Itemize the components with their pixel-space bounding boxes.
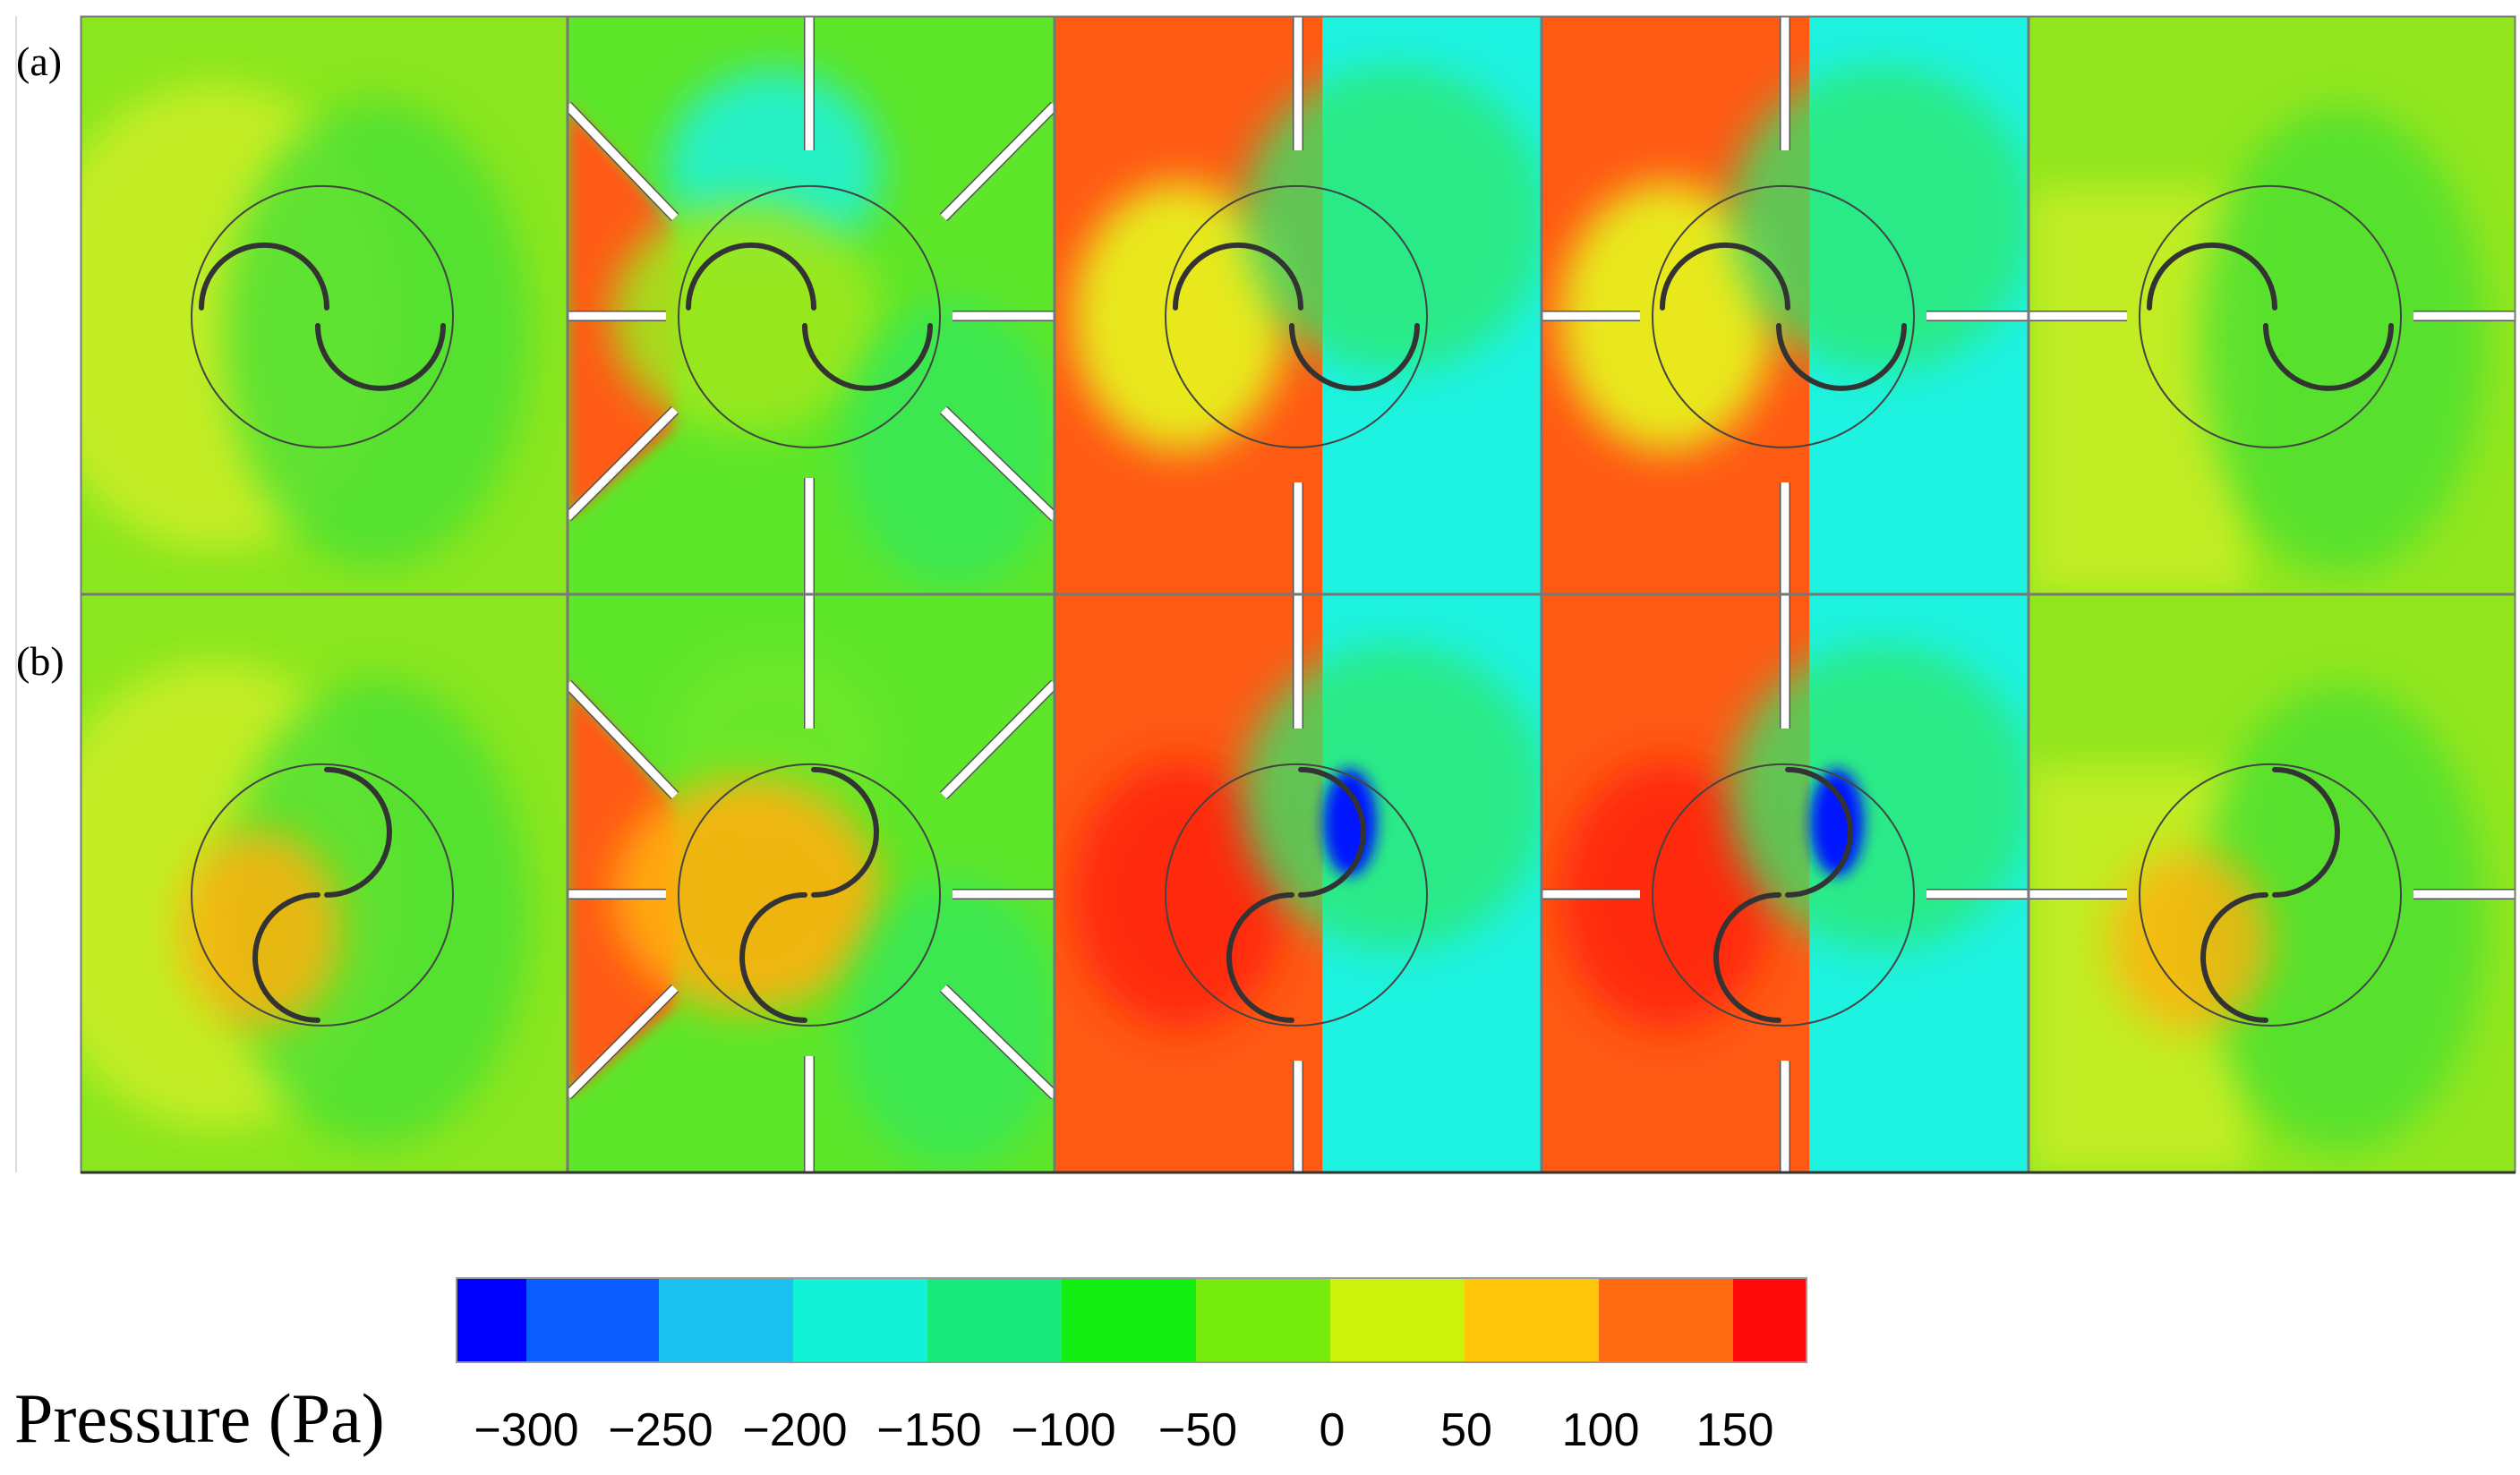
deflector-top-right (940, 102, 1055, 221)
stagnation-zone (1072, 182, 1287, 451)
rotor-blade-1 (2147, 242, 2277, 311)
colorbar-swatch (1330, 1278, 1465, 1362)
deflector-bottom-right (940, 406, 1055, 521)
deflector-top-left (568, 680, 679, 799)
stagnation-zone (1559, 182, 1774, 451)
rotor-blade-2 (802, 322, 933, 391)
panel-grid (80, 15, 2516, 1173)
rotor-domain-circle (678, 184, 941, 448)
panel-row1-col0 (81, 594, 568, 1172)
colorbar-swatch (457, 1278, 526, 1362)
colorbar-swatch (659, 1278, 793, 1362)
stagnation-zone (1072, 760, 1287, 1029)
legend-tick-label: −50 (1157, 1404, 1238, 1456)
rotor-blade-2 (1226, 891, 1294, 1023)
rotor-domain-circle (678, 763, 941, 1027)
rotor-blade-2 (1713, 891, 1781, 1023)
rotor-domain-circle (1652, 763, 1915, 1027)
legend-title: Pressure (Pa) (14, 1379, 385, 1457)
rotor-blade-1 (199, 242, 329, 311)
colorbar-swatch (1599, 1278, 1733, 1362)
colorbar-swatch (1465, 1278, 1599, 1362)
rotor-blade-2 (252, 891, 320, 1023)
rotor-domain-circle (2139, 763, 2402, 1027)
legend-tick-label: −200 (742, 1404, 848, 1456)
panel-row0-col3 (1542, 16, 2029, 594)
mid-pressure-zone (612, 778, 881, 1011)
rotor-domain-circle (1165, 184, 1428, 448)
panel-row0-col0 (81, 16, 568, 594)
stagnation-zone (1559, 760, 1774, 1029)
rotor-domain-circle (191, 763, 454, 1027)
colorbar-frame (456, 1277, 1807, 1363)
rotor-blade-1 (324, 766, 392, 898)
legend-tick-label: −100 (1011, 1404, 1116, 1456)
mid-zone (1243, 644, 1542, 950)
panel-row1-col1 (568, 594, 1055, 1172)
rotor-blade-1 (1298, 766, 1366, 898)
panel-row1-col2 (1055, 594, 1542, 1172)
low-pressure-zone (2199, 107, 2485, 573)
low-pressure-zone (2199, 685, 2485, 1151)
rotor-blade-2 (2200, 891, 2268, 1023)
rotor-blade-2 (1776, 322, 1907, 391)
deflector-bottom-left (568, 406, 679, 521)
rotor-blade-2 (739, 891, 807, 1023)
legend-tick-label: 0 (1319, 1404, 1345, 1456)
rotor-domain-circle (1652, 184, 1915, 448)
rotor-blade-1 (811, 766, 879, 898)
mid-zone (1730, 66, 2029, 371)
deflector-top-right (940, 680, 1055, 799)
panel-row1-col3 (1542, 594, 2029, 1172)
rotor-blade-1 (1660, 242, 1790, 311)
mid-pressure-zone (612, 200, 881, 433)
rotor-blade-1 (1785, 766, 1853, 898)
colorbar-swatch (1733, 1278, 1807, 1362)
legend-tick-label: −150 (876, 1404, 982, 1456)
deflector-bottom-left (568, 985, 679, 1099)
rotor-domain-circle (1165, 763, 1428, 1027)
legend-tick-label: −250 (608, 1404, 713, 1456)
colorbar-swatch (526, 1278, 659, 1362)
legend-tick-label: 150 (1696, 1404, 1774, 1456)
row-label-b: (b) (16, 638, 64, 684)
colorbar-swatch (1196, 1278, 1330, 1362)
colorbar-swatch (1062, 1278, 1196, 1362)
deflector-bottom-right (940, 985, 1055, 1099)
high-pressure-core (2109, 851, 2270, 1031)
vortex-core (1323, 769, 1377, 876)
rotor-domain-circle (191, 184, 454, 448)
panel-row0-col4 (2029, 16, 2516, 594)
panel-row0-col2 (1055, 16, 1542, 594)
rotor-blade-1 (1173, 242, 1303, 311)
wake-zone (845, 881, 1055, 1167)
panel-row1-col4 (2029, 594, 2516, 1172)
deflector-top-left (568, 102, 679, 221)
panel-row0-col1 (568, 16, 1055, 594)
low-pressure-zone (224, 679, 528, 1146)
mid-zone (1730, 644, 2029, 950)
row-label-a: (a) (16, 38, 63, 84)
rotor-blade-2 (1289, 322, 1420, 391)
rotor-domain-circle (2139, 184, 2402, 448)
mid-zone (1243, 66, 1542, 371)
colorbar-swatch (927, 1278, 1062, 1362)
colorbar (456, 1277, 1807, 1363)
rotor-blade-1 (2272, 766, 2340, 898)
legend-tick-label: 50 (1440, 1404, 1492, 1456)
legend-tick-label: 100 (1561, 1404, 1640, 1456)
legend-tick-label: −300 (474, 1404, 579, 1456)
low-pressure-zone (224, 101, 528, 567)
rotor-blade-1 (686, 242, 816, 311)
colorbar-swatch (793, 1278, 927, 1362)
wake-zone (845, 303, 1055, 589)
rotor-blade-2 (315, 322, 446, 391)
rotor-blade-2 (2263, 322, 2394, 391)
vortex-core (1810, 769, 1864, 876)
